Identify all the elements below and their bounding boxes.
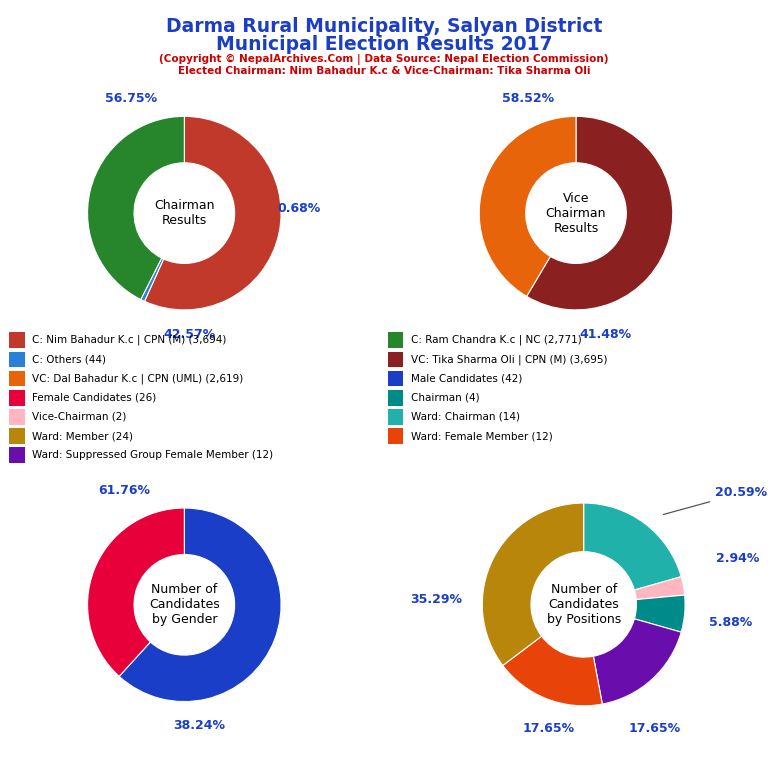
Text: VC: Tika Sharma Oli | CPN (M) (3,695): VC: Tika Sharma Oli | CPN (M) (3,695) [411,354,607,365]
Text: Number of
Candidates
by Gender: Number of Candidates by Gender [149,584,220,626]
Text: VC: Dal Bahadur K.c | CPN (UML) (2,619): VC: Dal Bahadur K.c | CPN (UML) (2,619) [32,373,243,384]
Bar [9,390,25,406]
Text: Female Candidates (26): Female Candidates (26) [32,392,157,402]
Text: C: Others (44): C: Others (44) [32,354,106,364]
Wedge shape [119,508,281,701]
Wedge shape [503,636,602,706]
Text: Vice-Chairman (2): Vice-Chairman (2) [32,412,127,422]
Bar [9,409,25,425]
Wedge shape [527,117,673,310]
Bar [388,352,403,367]
Text: 42.57%: 42.57% [163,328,215,340]
Text: 61.76%: 61.76% [98,484,151,497]
Bar [9,333,25,348]
Text: 2.94%: 2.94% [716,552,760,565]
Text: Ward: Female Member (12): Ward: Female Member (12) [411,431,553,441]
Bar [388,409,403,425]
Text: Elected Chairman: Nim Bahadur K.c & Vice-Chairman: Tika Sharma Oli: Elected Chairman: Nim Bahadur K.c & Vice… [177,66,591,76]
Text: C: Ram Chandra K.c | NC (2,771): C: Ram Chandra K.c | NC (2,771) [411,335,581,346]
Text: 17.65%: 17.65% [522,722,574,735]
Wedge shape [479,117,576,296]
Text: 56.75%: 56.75% [105,92,157,105]
Text: 41.48%: 41.48% [579,328,631,340]
Text: 58.52%: 58.52% [502,92,554,105]
Text: (Copyright © NepalArchives.Com | Data Source: Nepal Election Commission): (Copyright © NepalArchives.Com | Data So… [159,54,609,65]
Text: 20.59%: 20.59% [715,486,767,499]
Bar [9,429,25,444]
Text: Chairman (4): Chairman (4) [411,392,479,402]
Wedge shape [141,258,164,301]
Bar [388,390,403,406]
Wedge shape [594,619,681,704]
Wedge shape [634,595,685,632]
Bar [9,352,25,367]
Text: Ward: Chairman (14): Ward: Chairman (14) [411,412,520,422]
Text: Ward: Member (24): Ward: Member (24) [32,431,134,441]
Bar [388,333,403,348]
Wedge shape [88,508,184,677]
Text: 35.29%: 35.29% [411,593,462,606]
Text: Darma Rural Municipality, Salyan District: Darma Rural Municipality, Salyan Distric… [166,17,602,36]
Text: Chairman
Results: Chairman Results [154,199,214,227]
Wedge shape [482,503,584,666]
Text: Number of
Candidates
by Positions: Number of Candidates by Positions [547,583,621,626]
Text: Vice
Chairman
Results: Vice Chairman Results [546,192,606,234]
Text: C: Nim Bahadur K.c | CPN (M) (3,694): C: Nim Bahadur K.c | CPN (M) (3,694) [32,335,227,346]
Text: Male Candidates (42): Male Candidates (42) [411,373,522,383]
Text: 17.65%: 17.65% [628,722,680,735]
Text: 0.68%: 0.68% [277,202,320,215]
Text: Municipal Election Results 2017: Municipal Election Results 2017 [216,35,552,55]
Bar [9,371,25,386]
Bar [388,429,403,444]
Text: 5.88%: 5.88% [709,616,753,629]
Bar [9,448,25,463]
Wedge shape [144,117,281,310]
Text: 38.24%: 38.24% [173,720,225,732]
Text: Ward: Suppressed Group Female Member (12): Ward: Suppressed Group Female Member (12… [32,450,273,460]
Wedge shape [634,577,684,600]
Wedge shape [584,503,681,590]
Bar [388,371,403,386]
Wedge shape [88,117,184,300]
